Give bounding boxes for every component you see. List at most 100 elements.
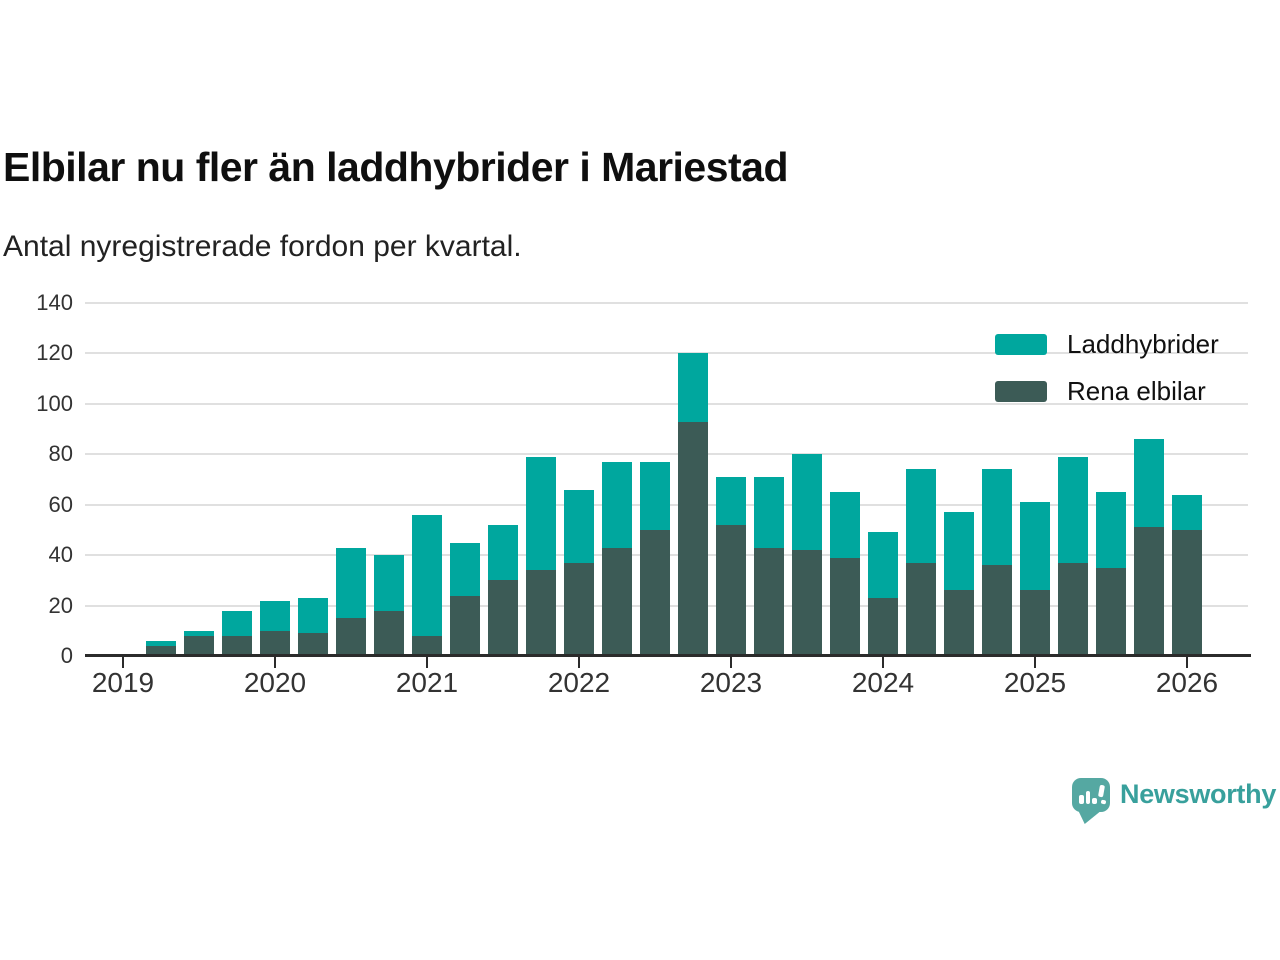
bar-segment-rena-elbilar [602, 547, 632, 656]
bar-segment-rena-elbilar [906, 562, 936, 656]
x-tick-mark [1034, 657, 1036, 668]
bar-segment-rena-elbilar [526, 570, 556, 656]
x-tick-label: 2024 [851, 667, 915, 698]
bar-segment-laddhybrider [488, 524, 518, 581]
bar-segment-laddhybrider [868, 532, 898, 599]
legend-label: Rena elbilar [1067, 376, 1206, 406]
bar-segment-laddhybrider [982, 469, 1012, 566]
bar-segment-laddhybrider [1020, 502, 1050, 591]
x-tick-label: 2019 [91, 667, 155, 698]
gridline-y-80 [85, 453, 1248, 456]
legend-swatch-laddhybrider [995, 334, 1047, 355]
bar-segment-rena-elbilar [260, 630, 290, 656]
x-tick-label: 2022 [547, 667, 611, 698]
x-tick-mark [730, 657, 732, 668]
x-tick-mark [882, 657, 884, 668]
bar-segment-laddhybrider [944, 512, 974, 591]
bar-segment-rena-elbilar [336, 618, 366, 656]
bar-segment-rena-elbilar [1172, 529, 1202, 656]
bar-segment-rena-elbilar [564, 562, 594, 656]
bar-segment-laddhybrider [146, 640, 176, 646]
bar-segment-rena-elbilar [184, 635, 214, 656]
bar-segment-rena-elbilar [374, 610, 404, 656]
x-tick-label: 2021 [395, 667, 459, 698]
x-tick-mark [274, 657, 276, 668]
bar-segment-laddhybrider [450, 542, 480, 596]
bar-segment-laddhybrider [336, 547, 366, 619]
newsworthy-logo: Newsworthy [1072, 778, 1277, 824]
logo-bar-3 [1092, 798, 1097, 804]
bar-segment-rena-elbilar [1096, 567, 1126, 656]
bar-segment-laddhybrider [640, 461, 670, 530]
y-tick-label: 100 [36, 390, 73, 416]
newsworthy-wordmark: Newsworthy [1120, 779, 1277, 809]
bar-segment-laddhybrider [754, 477, 784, 548]
x-tick-mark [122, 657, 124, 668]
bar-segment-rena-elbilar [982, 565, 1012, 656]
bar-segment-rena-elbilar [640, 529, 670, 656]
bar-segment-laddhybrider [1134, 439, 1164, 528]
legend-item-laddhybrider: Laddhybrider [995, 329, 1219, 360]
bar-segment-laddhybrider [222, 610, 252, 636]
bar-segment-rena-elbilar [1058, 562, 1088, 656]
bar-segment-laddhybrider [374, 555, 404, 611]
x-axis-line [85, 654, 1251, 657]
x-tick-label: 2020 [243, 667, 307, 698]
bar-segment-laddhybrider [564, 489, 594, 563]
x-tick-mark [426, 657, 428, 668]
x-tick-label: 2025 [1003, 667, 1067, 698]
bar-segment-laddhybrider [526, 456, 556, 571]
logo-exclamation-stem [1097, 784, 1105, 798]
speech-bubble-tail [1078, 810, 1102, 824]
gridline-y-100 [85, 402, 1248, 405]
bar-segment-laddhybrider [412, 514, 442, 636]
y-tick-label: 0 [60, 643, 73, 668]
legend-swatch-rena-elbilar [995, 381, 1047, 402]
bar-segment-rena-elbilar [830, 557, 860, 656]
y-tick-label: 20 [48, 592, 73, 618]
bar-segment-laddhybrider [602, 461, 632, 548]
bar-segment-rena-elbilar [944, 590, 974, 656]
logo-bar-2 [1085, 791, 1090, 804]
bar-segment-rena-elbilar [488, 580, 518, 656]
x-tick-label: 2023 [699, 667, 763, 698]
bar-segment-rena-elbilar [222, 635, 252, 656]
bar-segment-laddhybrider [1172, 494, 1202, 530]
bar-segment-laddhybrider [716, 476, 746, 525]
y-tick-label: 80 [48, 441, 73, 467]
logo-bar-1 [1079, 795, 1084, 804]
bar-segment-rena-elbilar [1020, 590, 1050, 656]
bar-segment-laddhybrider [184, 630, 214, 636]
chart-title: Elbilar nu fler än laddhybrider i Maries… [3, 144, 789, 190]
bar-segment-laddhybrider [298, 598, 328, 634]
bar-segment-rena-elbilar [754, 547, 784, 656]
legend-item-rena-elbilar: Rena elbilar [995, 376, 1219, 407]
bar-segment-rena-elbilar [146, 645, 176, 656]
x-tick-mark [1186, 657, 1188, 668]
bar-segment-laddhybrider [792, 454, 822, 551]
gridline-y-140 [85, 302, 1248, 304]
newsworthy-speech-bubble-barchart-icon [1072, 778, 1110, 824]
gridline-y-120 [85, 352, 1248, 355]
bar-segment-rena-elbilar [868, 598, 898, 656]
bar-segment-rena-elbilar [1134, 527, 1164, 656]
y-tick-label: 60 [48, 491, 73, 517]
logo-exclamation-dot [1100, 799, 1106, 805]
chart-subtitle: Antal nyregistrerade fordon per kvartal. [3, 230, 522, 263]
bar-segment-rena-elbilar [678, 421, 708, 656]
bar-segment-laddhybrider [830, 492, 860, 558]
bar-segment-rena-elbilar [792, 550, 822, 656]
bar-segment-laddhybrider [678, 353, 708, 422]
bar-segment-laddhybrider [906, 469, 936, 563]
bar-segment-laddhybrider [1058, 456, 1088, 563]
y-tick-label: 120 [36, 340, 73, 366]
plot-area [85, 302, 1248, 656]
x-tick-mark [578, 657, 580, 668]
x-tick-label: 2026 [1155, 667, 1219, 698]
bar-segment-rena-elbilar [716, 524, 746, 656]
legend-label: Laddhybrider [1067, 329, 1219, 359]
y-tick-label: 40 [48, 542, 73, 568]
y-tick-label: 140 [36, 290, 73, 315]
bar-segment-laddhybrider [1096, 492, 1126, 568]
